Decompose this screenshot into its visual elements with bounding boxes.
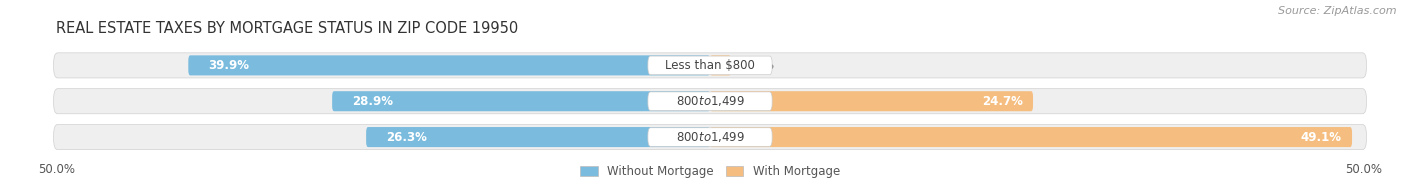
- FancyBboxPatch shape: [188, 55, 710, 75]
- Text: 28.9%: 28.9%: [352, 95, 392, 108]
- FancyBboxPatch shape: [648, 56, 772, 75]
- FancyBboxPatch shape: [710, 91, 1033, 111]
- Text: REAL ESTATE TAXES BY MORTGAGE STATUS IN ZIP CODE 19950: REAL ESTATE TAXES BY MORTGAGE STATUS IN …: [56, 21, 519, 36]
- Text: 49.1%: 49.1%: [1301, 131, 1341, 143]
- Text: 26.3%: 26.3%: [385, 131, 426, 143]
- FancyBboxPatch shape: [648, 128, 772, 146]
- Text: $800 to $1,499: $800 to $1,499: [675, 130, 745, 144]
- FancyBboxPatch shape: [366, 127, 710, 147]
- Text: Source: ZipAtlas.com: Source: ZipAtlas.com: [1278, 6, 1396, 16]
- FancyBboxPatch shape: [53, 124, 1367, 150]
- FancyBboxPatch shape: [332, 91, 710, 111]
- Text: $800 to $1,499: $800 to $1,499: [675, 94, 745, 108]
- FancyBboxPatch shape: [53, 89, 1367, 114]
- FancyBboxPatch shape: [710, 127, 1353, 147]
- Text: 24.7%: 24.7%: [981, 95, 1022, 108]
- FancyBboxPatch shape: [710, 55, 731, 75]
- FancyBboxPatch shape: [53, 53, 1367, 78]
- Text: 39.9%: 39.9%: [208, 59, 249, 72]
- Text: Less than $800: Less than $800: [665, 59, 755, 72]
- FancyBboxPatch shape: [648, 92, 772, 111]
- Text: 1.6%: 1.6%: [741, 59, 775, 72]
- Legend: Without Mortgage, With Mortgage: Without Mortgage, With Mortgage: [575, 160, 845, 182]
